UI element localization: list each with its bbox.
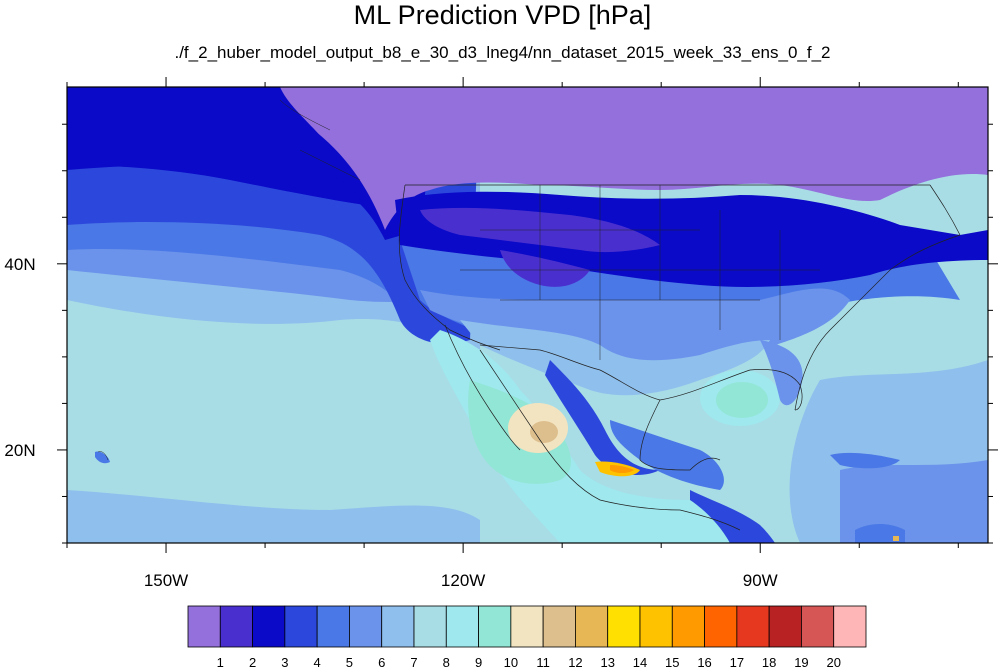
colorbar-swatch <box>639 605 673 648</box>
colorbar <box>187 605 867 648</box>
hawaii-coast <box>97 451 109 461</box>
colorbar-swatch <box>607 605 641 648</box>
colorbar-label: 11 <box>536 655 550 670</box>
maine-border <box>929 184 961 236</box>
lon-tick-label: 120W <box>441 571 485 590</box>
sierra-level-3 <box>545 360 660 475</box>
us-west-coast <box>398 184 501 351</box>
colorbar-label: 2 <box>249 655 256 670</box>
baja-peninsula <box>444 324 521 451</box>
colorbar-label: 4 <box>314 655 321 670</box>
colorbar-swatch <box>704 605 738 648</box>
colorbar-swatch <box>671 605 705 648</box>
colorbar-label: 13 <box>600 655 614 670</box>
mexico-gulf-coast <box>639 399 721 471</box>
colorbar-swatch <box>478 605 512 648</box>
colorbar-label: 9 <box>475 655 482 670</box>
axis-tick-labels: 150W 120W 90W 40N 20N <box>4 255 777 590</box>
political-borders <box>97 99 961 531</box>
colorbar-swatch <box>801 605 835 648</box>
hawaii-level-4 <box>95 451 110 464</box>
colorbar-label: 5 <box>346 655 353 670</box>
colorbar-swatch <box>736 605 770 648</box>
canada-level-1 <box>67 87 988 230</box>
colorbar-label: 12 <box>568 655 582 670</box>
colorbar-label: 6 <box>378 655 385 670</box>
state-borders <box>460 185 820 360</box>
gulf-coast <box>659 369 803 411</box>
colorbar-swatch <box>349 605 383 648</box>
colorbar-label: 8 <box>443 655 450 670</box>
vpd-field <box>67 87 988 543</box>
map-subtitle: ./f_2_huber_model_output_b8_e_30_d3_lneg… <box>174 43 831 62</box>
caribbean-level-4 <box>830 452 900 469</box>
lon-tick-label: 150W <box>144 571 188 590</box>
gulf-level-9 <box>716 382 768 418</box>
colorbar-swatch <box>219 605 253 648</box>
colorbar-label: 17 <box>730 655 744 670</box>
colorbar-label: 20 <box>826 655 840 670</box>
colorbar-label: 19 <box>794 655 808 670</box>
colorbar-swatch <box>316 605 350 648</box>
alaska-coast <box>279 99 361 181</box>
map-title: ML Prediction VPD [hPa] <box>353 0 652 30</box>
colorbar-label: 7 <box>410 655 417 670</box>
colorbar-label: 18 <box>762 655 776 670</box>
colorbar-swatch <box>381 605 415 648</box>
us-mexico-border <box>479 344 661 401</box>
axis-ticks <box>57 77 998 553</box>
colorbar-swatch <box>284 605 318 648</box>
us-level-5 <box>420 288 850 380</box>
colorbar-label: 1 <box>217 655 224 670</box>
colorbar-swatch <box>252 605 286 648</box>
central-america-level-3 <box>690 490 775 543</box>
colorbar-label: 15 <box>665 655 679 670</box>
colorbar-swatch <box>768 605 802 648</box>
colorbar-label: 10 <box>504 655 518 670</box>
colorbar-swatch <box>510 605 544 648</box>
alaska-level-2 <box>67 87 330 150</box>
pacific-level-7 <box>67 340 323 500</box>
north-pacific-level-2 <box>67 100 365 205</box>
colorbar-swatch <box>575 605 609 648</box>
desert-level-11 <box>530 421 558 443</box>
colorbar-label: 3 <box>281 655 288 670</box>
mexico-pacific-coast <box>479 349 741 531</box>
plateau-level-1 <box>500 250 590 287</box>
east-coast <box>794 234 961 411</box>
hotspot-level-15 <box>610 465 634 473</box>
colorbar-label: 16 <box>697 655 711 670</box>
south-america-level-4 <box>855 524 905 543</box>
us-level-6 <box>460 320 770 396</box>
lat-tick-label: 40N <box>4 255 35 274</box>
colorbar-swatch <box>187 605 221 648</box>
map-frame <box>66 86 989 544</box>
mexico-east-level-4 <box>610 420 724 490</box>
colorbar-swatch <box>542 605 576 648</box>
florida-level-5 <box>760 340 803 406</box>
atlantic-level-5 <box>840 460 988 543</box>
south-america-level-12 <box>893 536 899 541</box>
pacific-south-level-6 <box>67 490 480 543</box>
colorbar-labels: 1 2 3 4 5 6 7 8 9 10 11 12 13 14 15 16 17 18 19 20 <box>217 655 841 670</box>
lat-tick-label: 20N <box>4 441 35 460</box>
mexico-level-8 <box>430 330 760 543</box>
colorbar-swatch <box>833 605 867 648</box>
colorbar-label: 14 <box>633 655 647 670</box>
colorbar-swatch <box>413 605 447 648</box>
colorbar-swatch <box>445 605 479 648</box>
lon-tick-label: 90W <box>743 571 778 590</box>
